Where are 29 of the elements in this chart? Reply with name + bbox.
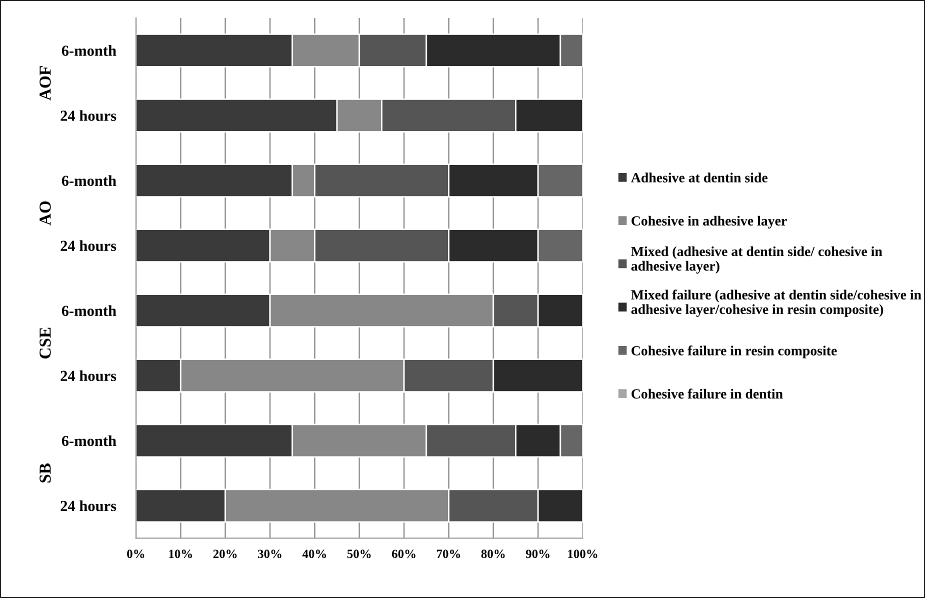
legend-label: Cohesive failure in resin composite (632, 346, 837, 358)
x-tick-label: 30% (258, 550, 282, 558)
legend-label: Adhesive at dentin side (631, 172, 768, 182)
x-tick-label: 0% (127, 550, 144, 558)
text: SB (40, 463, 51, 482)
y-tick-label: 24 hours (60, 240, 116, 252)
x-tick-label: 70% (436, 550, 460, 558)
text: AOF (40, 66, 51, 100)
y-tick-label: 6-month (62, 305, 116, 316)
x-tick-label: 60% (392, 550, 416, 558)
text: AO (40, 201, 51, 226)
x-tick-label: 100% (568, 550, 598, 558)
x-tick-label: 40% (302, 550, 326, 558)
legend-label: Mixed failure (adhesive at dentin side/cohesive in adhesive layer/cohesive in resin composite) (631, 290, 922, 317)
x-tick-label: 20% (213, 550, 237, 558)
legend-label: Mixed (adhesive at dentin side/ cohesive in adhesive layer) (631, 246, 882, 274)
x-tick-label: 10% (169, 550, 192, 558)
y-tick-label: 24 hours (60, 500, 116, 512)
x-tick-label: 80% (481, 550, 505, 558)
y-tick-label: 6-month (62, 175, 116, 186)
x-tick-label: 50% (347, 550, 371, 558)
y-tick-label: 6-month (62, 45, 116, 56)
legend-label: Cohesive in adhesive layer (632, 216, 787, 228)
text: CSE (40, 328, 51, 358)
legend-label: Cohesive failure in dentin (632, 388, 783, 399)
y-tick-label: 24 hours (60, 110, 116, 121)
y-tick-label: 24 hours (60, 370, 116, 382)
x-tick-label: 90% (526, 550, 550, 558)
y-tick-label: 6-month (62, 435, 116, 446)
